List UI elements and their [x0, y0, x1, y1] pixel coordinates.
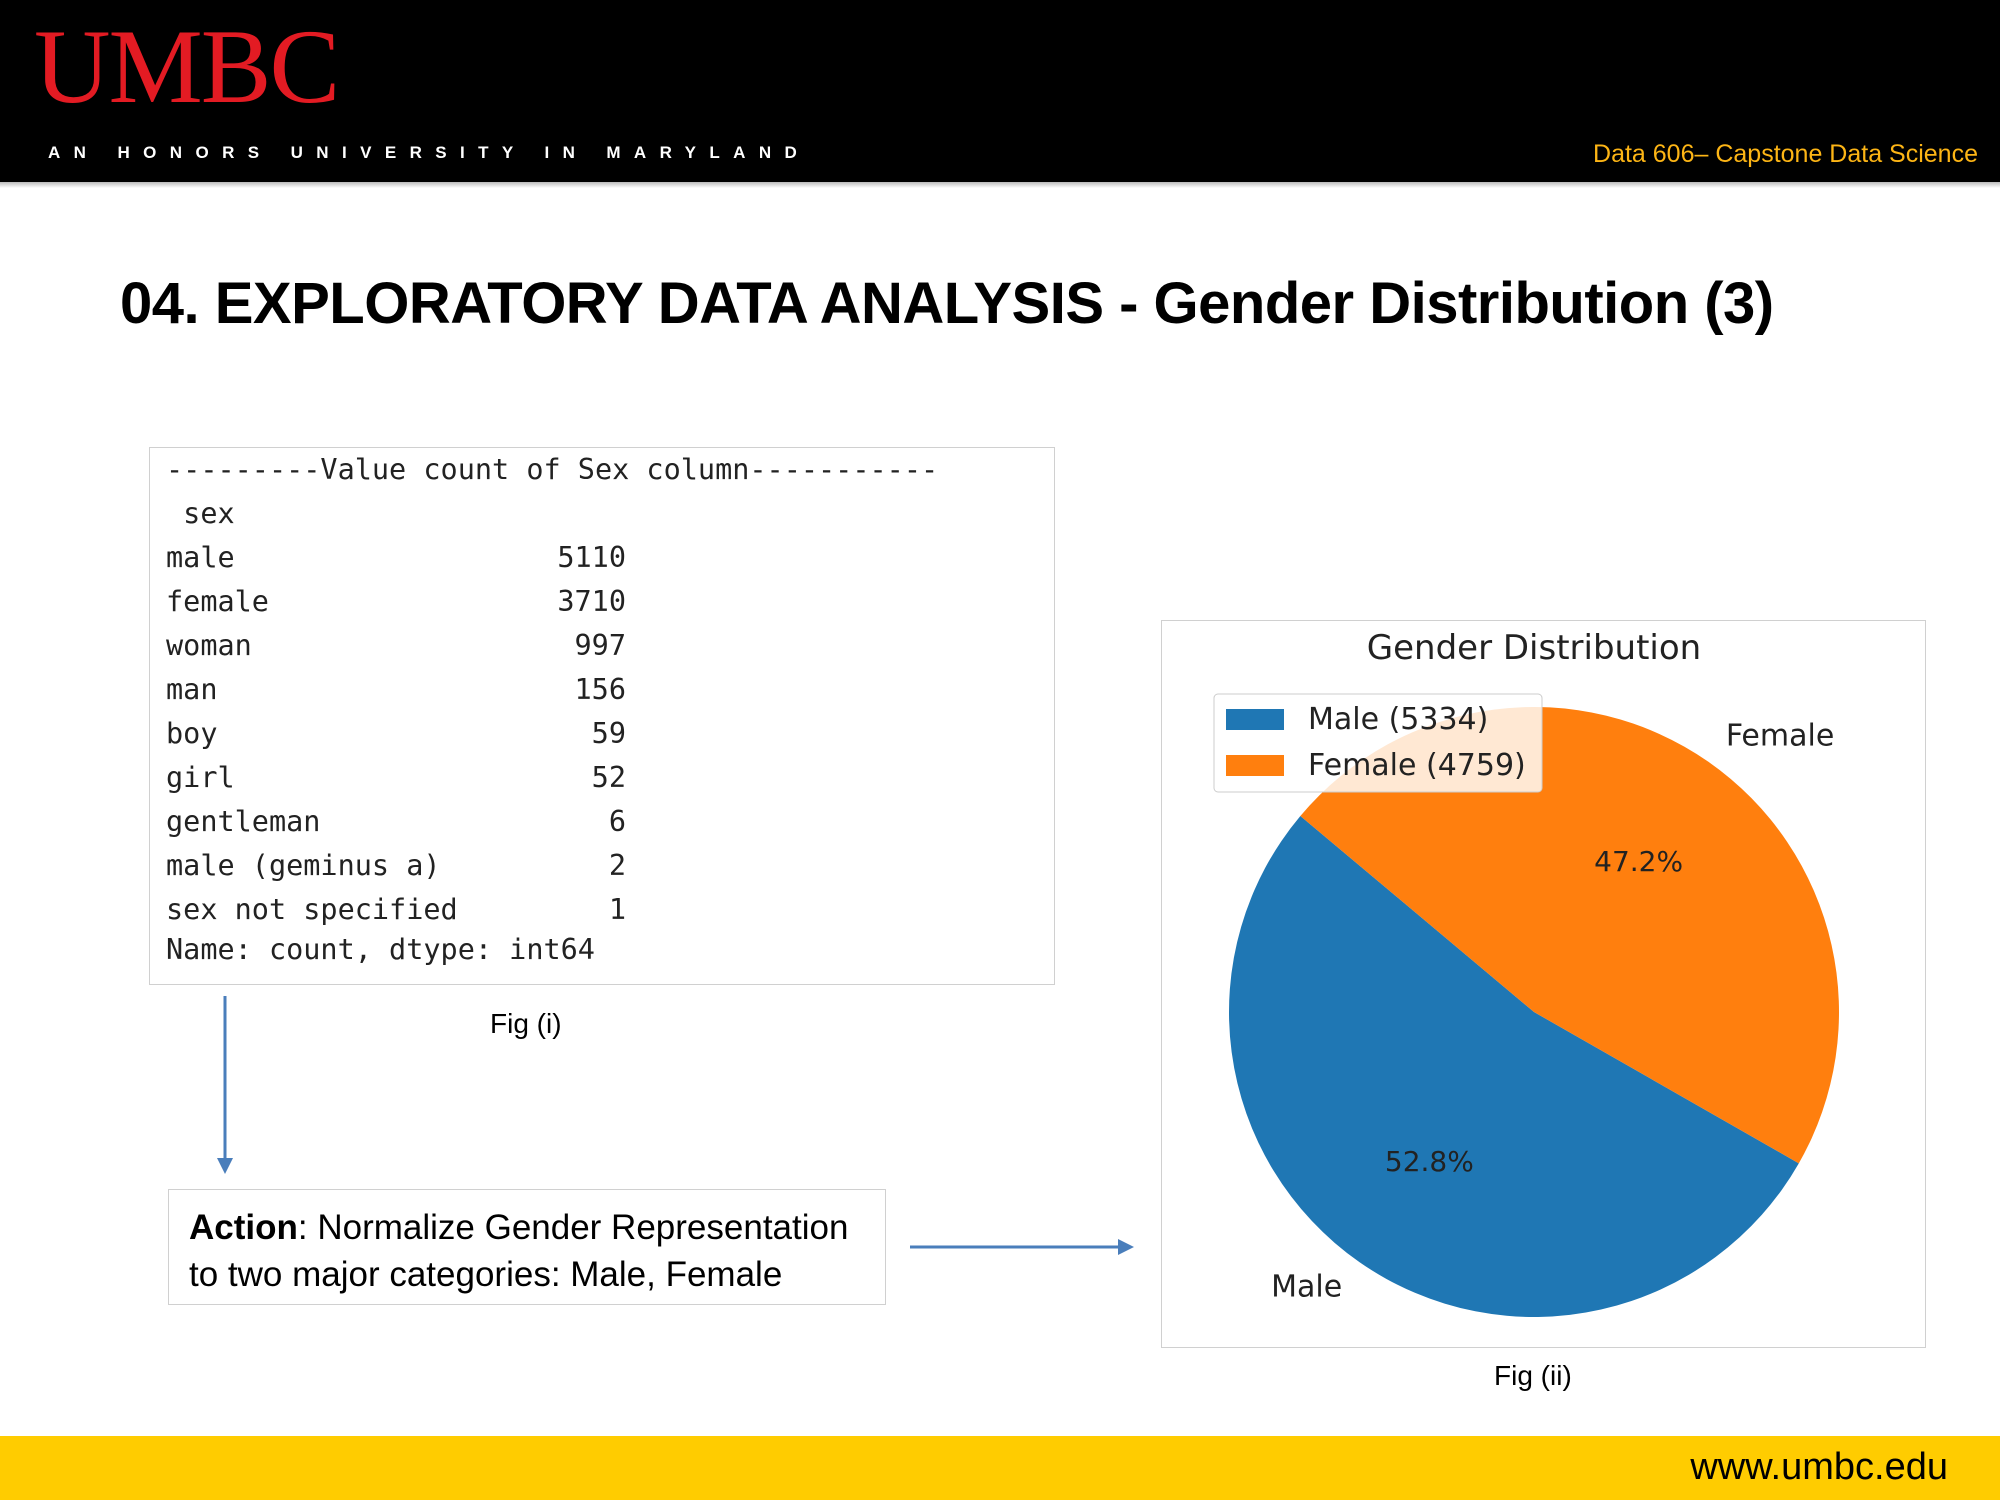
right-arrow-icon — [1118, 1239, 1134, 1255]
value-count-row: male (geminus a) 2 — [166, 849, 626, 882]
legend-swatch — [1226, 755, 1284, 776]
down-arrow-icon — [217, 1158, 233, 1174]
pie-percent-label: 52.8% — [1385, 1145, 1474, 1178]
legend-frame — [1213, 693, 1543, 793]
action-box: Action: Normalize Gender Representation … — [168, 1189, 886, 1305]
output-header-line: ---------Value count of Sex column------… — [166, 453, 939, 486]
pie-slice-female — [1300, 707, 1839, 1164]
slide-title: 04. EXPLORATORY DATA ANALYSIS - Gender D… — [120, 271, 1774, 336]
value-count-number: 1 — [608, 893, 626, 926]
value-count-label: boy — [166, 717, 218, 750]
value-count-number: 3710 — [557, 585, 626, 618]
fig-ii-caption: Fig (ii) — [1494, 1360, 1572, 1391]
tagline: AN HONORS UNIVERSITY IN MARYLAND — [48, 143, 811, 162]
value-count-label: woman — [166, 629, 252, 662]
value-count-number: 5110 — [557, 541, 626, 574]
value-count-row: male 5110 — [166, 541, 626, 574]
pie-slice-male — [1229, 815, 1799, 1317]
pie-chart: Gender Distribution 52.8% Male 47.2% Female… — [1213, 628, 1839, 1317]
value-count-label: male — [166, 541, 235, 574]
header-shadow — [0, 182, 2000, 188]
action-text: : Normalize Gender Representation to two… — [189, 1208, 849, 1294]
action-label: Action — [189, 1208, 298, 1247]
value-count-label: girl — [166, 761, 235, 794]
pie-chart-panel: Gender Distribution 52.8% Male 47.2% Female… — [1161, 620, 1926, 1348]
chart-legend: Male (5334) Female (4759) — [1213, 693, 1543, 793]
value-count-number: 52 — [591, 761, 626, 794]
value-count-number: 6 — [608, 805, 626, 838]
course-title: Data 606– Capstone Data Science — [1593, 140, 1978, 168]
chart-title: Gender Distribution — [1367, 628, 1701, 668]
pie-category-label: Male — [1271, 1269, 1342, 1304]
pie-percent-label: 47.2% — [1594, 845, 1683, 878]
legend-swatch — [1226, 709, 1284, 730]
footer-bar: www.umbc.edu — [0, 1436, 2000, 1500]
value-count-number: 997 — [574, 629, 626, 662]
legend-entry: Male (5334) — [1308, 702, 1488, 737]
value-count-number: 2 — [608, 849, 626, 882]
value-count-label: man — [166, 673, 218, 706]
value-count-row: girl 52 — [166, 761, 626, 794]
footer-url: www.umbc.edu — [1690, 1446, 1948, 1488]
output-footer-line: Name: count, dtype: int64 — [166, 933, 595, 966]
value-count-row: man 156 — [166, 673, 626, 706]
value-count-row: sex not specified 1 — [166, 893, 626, 926]
umbc-logo: UMBC — [34, 8, 340, 125]
value-count-row: female 3710 — [166, 585, 626, 618]
value-count-label: female — [166, 585, 269, 618]
value-count-row: boy 59 — [166, 717, 626, 750]
value-count-output: ---------Value count of Sex column------… — [149, 447, 1055, 985]
fig-i-caption: Fig (i) — [490, 1008, 562, 1039]
value-count-row: woman 997 — [166, 629, 626, 662]
output-index-name: sex — [166, 497, 235, 530]
value-count-row: gentleman 6 — [166, 805, 626, 838]
value-count-number: 156 — [574, 673, 626, 706]
header-bar: UMBC AN HONORS UNIVERSITY IN MARYLAND Da… — [0, 0, 2000, 182]
value-count-number: 59 — [591, 717, 626, 750]
value-count-label: sex not specified — [166, 893, 458, 926]
pie-category-label: Female — [1726, 719, 1834, 754]
value-count-label: male (geminus a) — [166, 849, 441, 882]
legend-entry: Female (4759) — [1308, 748, 1526, 783]
value-count-label: gentleman — [166, 805, 321, 838]
